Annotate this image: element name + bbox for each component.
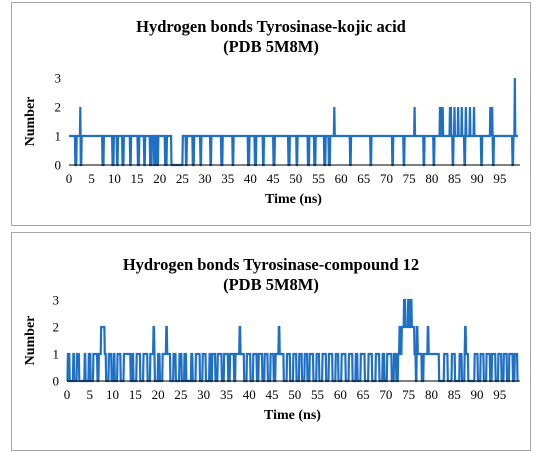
x-tick-label: 20 — [153, 171, 166, 186]
y-tick-label: 2 — [55, 100, 62, 115]
x-tick-label: 90 — [471, 171, 484, 186]
x-tick-label: 5 — [88, 171, 95, 186]
chart-title-line1: Hydrogen bonds Tyrosinase-kojic acid — [136, 17, 406, 36]
x-tick-label: 45 — [266, 387, 279, 402]
chart-panel-kojic: Hydrogen bonds Tyrosinase-kojic acid (PD… — [11, 2, 531, 226]
x-tick-label: 55 — [312, 171, 325, 186]
x-tick-label: 30 — [197, 387, 210, 402]
x-tick-label: 15 — [131, 171, 144, 186]
y-tick-label: 1 — [53, 347, 60, 362]
x-tick-label: 35 — [221, 171, 234, 186]
x-tick-label: 10 — [108, 171, 121, 186]
x-tick-label: 50 — [289, 171, 302, 186]
x-tick-label: 95 — [493, 171, 506, 186]
x-tick-label: 30 — [199, 171, 212, 186]
x-tick-label: 20 — [152, 387, 165, 402]
chart-title: Hydrogen bonds Tyrosinase-kojic acid (PD… — [12, 17, 530, 57]
x-tick-label: 5 — [87, 387, 94, 402]
x-tick-label: 40 — [243, 387, 256, 402]
x-tick-label: 50 — [288, 387, 301, 402]
y-tick-label: 0 — [55, 158, 62, 173]
x-tick-label: 45 — [267, 171, 280, 186]
series-line — [69, 77, 518, 167]
x-tick-label: 35 — [220, 387, 233, 402]
x-axis-label: Time (ns) — [265, 192, 322, 207]
x-tick-label: 80 — [425, 171, 438, 186]
x-tick-label: 80 — [425, 387, 438, 402]
y-axis-label: Number — [23, 97, 38, 147]
chart-panel-compound12: Hydrogen bonds Tyrosinase-compound 12 (P… — [11, 232, 531, 451]
x-tick-label: 25 — [176, 171, 189, 186]
x-tick-label: 95 — [493, 387, 506, 402]
y-tick-label: 3 — [55, 71, 62, 86]
y-tick-label: 3 — [53, 293, 60, 308]
x-tick-label: 65 — [357, 171, 370, 186]
x-tick-label: 10 — [106, 387, 119, 402]
y-tick-label: 0 — [53, 374, 60, 389]
x-tick-label: 40 — [244, 171, 257, 186]
x-tick-label: 75 — [402, 387, 415, 402]
x-tick-label: 15 — [129, 387, 142, 402]
x-tick-label: 70 — [380, 171, 393, 186]
y-tick-label: 2 — [53, 320, 60, 335]
x-tick-label: 0 — [66, 171, 73, 186]
x-tick-label: 75 — [403, 171, 416, 186]
x-tick-label: 60 — [335, 171, 348, 186]
x-axis-label: Time (ns) — [264, 408, 321, 423]
x-tick-label: 60 — [334, 387, 347, 402]
x-tick-label: 65 — [357, 387, 370, 402]
chart-title: Hydrogen bonds Tyrosinase-compound 12 (P… — [12, 255, 530, 295]
x-tick-label: 0 — [64, 387, 71, 402]
x-tick-label: 25 — [174, 387, 187, 402]
series-line — [66, 298, 519, 383]
x-tick-label: 70 — [379, 387, 392, 402]
x-tick-label: 85 — [448, 387, 461, 402]
chart-title-line1: Hydrogen bonds Tyrosinase-compound 12 — [122, 255, 420, 274]
x-tick-label: 55 — [311, 387, 324, 402]
y-axis-label: Number — [23, 316, 38, 366]
y-tick-label: 1 — [55, 129, 62, 144]
chart-subtitle: (PDB 5M8M) — [223, 275, 319, 294]
x-tick-label: 85 — [448, 171, 461, 186]
x-tick-label: 90 — [471, 387, 484, 402]
chart-subtitle: (PDB 5M8M) — [223, 37, 319, 56]
